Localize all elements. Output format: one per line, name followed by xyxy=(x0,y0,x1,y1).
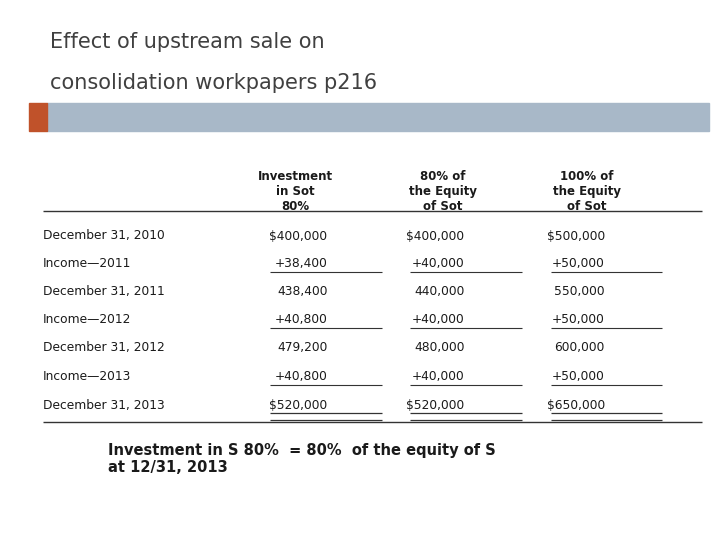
Text: $400,000: $400,000 xyxy=(406,230,464,242)
Bar xyxy=(47,103,709,131)
Text: December 31, 2011: December 31, 2011 xyxy=(43,285,165,298)
Text: December 31, 2012: December 31, 2012 xyxy=(43,341,165,354)
Text: +50,000: +50,000 xyxy=(552,257,605,270)
Text: +40,000: +40,000 xyxy=(412,370,464,383)
Text: 440,000: 440,000 xyxy=(414,285,464,298)
Text: December 31, 2010: December 31, 2010 xyxy=(43,230,165,242)
Text: +50,000: +50,000 xyxy=(552,313,605,326)
Text: 600,000: 600,000 xyxy=(554,341,605,354)
Text: 100% of
the Equity
of Sot: 100% of the Equity of Sot xyxy=(553,170,621,213)
Text: $520,000: $520,000 xyxy=(406,399,464,411)
Text: 480,000: 480,000 xyxy=(414,341,464,354)
Text: 80% of
the Equity
of Sot: 80% of the Equity of Sot xyxy=(409,170,477,213)
Text: +38,400: +38,400 xyxy=(275,257,328,270)
Text: Income—2011: Income—2011 xyxy=(43,257,132,270)
Bar xyxy=(29,103,47,131)
Text: Investment in S 80%  = 80%  of the equity of S
at 12/31, 2013: Investment in S 80% = 80% of the equity … xyxy=(108,443,496,475)
Text: $520,000: $520,000 xyxy=(269,399,328,411)
Text: +40,800: +40,800 xyxy=(275,370,328,383)
Text: consolidation workpapers p216: consolidation workpapers p216 xyxy=(50,73,377,93)
Text: Effect of upstream sale on: Effect of upstream sale on xyxy=(50,32,325,52)
Text: +40,800: +40,800 xyxy=(275,313,328,326)
Text: 479,200: 479,200 xyxy=(277,341,328,354)
Text: 550,000: 550,000 xyxy=(554,285,605,298)
Text: $650,000: $650,000 xyxy=(546,399,605,411)
Text: +40,000: +40,000 xyxy=(412,313,464,326)
Text: 438,400: 438,400 xyxy=(277,285,328,298)
Text: Income—2012: Income—2012 xyxy=(43,313,132,326)
Text: Investment
in Sot
80%: Investment in Sot 80% xyxy=(258,170,333,213)
Text: December 31, 2013: December 31, 2013 xyxy=(43,399,165,411)
Text: +50,000: +50,000 xyxy=(552,370,605,383)
Text: $400,000: $400,000 xyxy=(269,230,328,242)
Text: +40,000: +40,000 xyxy=(412,257,464,270)
Text: Income—2013: Income—2013 xyxy=(43,370,132,383)
Text: $500,000: $500,000 xyxy=(546,230,605,242)
